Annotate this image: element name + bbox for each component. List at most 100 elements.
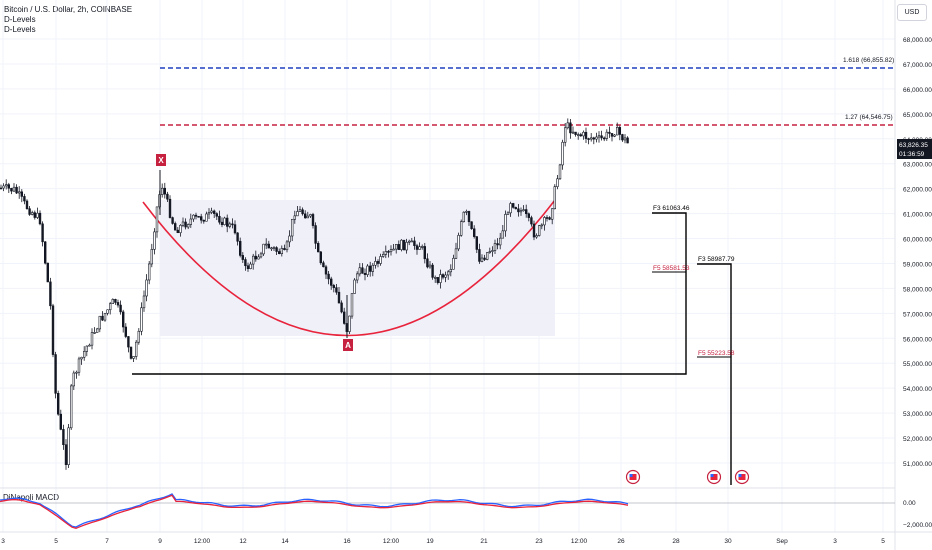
candle-body [239,240,242,256]
candle-body [140,307,143,332]
candle-body [563,127,567,143]
candle-body [454,248,458,259]
candle-body [540,224,544,227]
time-tick-label: 23 [535,538,543,545]
price-tick-label: 66,000.00 [903,87,932,94]
candle-body [176,229,179,234]
f3-label-a: F3 61063.46 [653,205,690,212]
candle-body [220,221,224,226]
candle-body [283,248,286,251]
candle-body [514,207,518,210]
candle-body [532,223,536,238]
candle-body [426,258,429,268]
candle-body [470,221,473,230]
candle-body [488,251,491,253]
candle-body [168,198,172,218]
candle-body [75,371,78,374]
candle-body [582,131,585,137]
candle-body [483,257,486,260]
candle-body [306,215,309,219]
price-tick-label: 60,000.00 [903,237,932,244]
candle-body [207,212,211,215]
candle-body [54,354,57,394]
candle-body [218,215,221,223]
candle-body [462,211,465,222]
price-tick-label: 67,000.00 [903,62,932,69]
candle-body [571,131,575,134]
candle-body [296,211,299,217]
candle-body [353,279,356,294]
candle-body [124,326,128,337]
current-price-label: 63,826.35 [899,142,928,149]
candle-body [103,312,107,321]
time-tick-label: 21 [480,538,488,545]
candle-body [127,336,130,348]
candle-body [496,243,499,246]
candle-body [88,344,91,347]
candle-body [93,332,96,334]
candle-body [597,135,601,138]
candle-body [311,214,315,226]
candle-body [587,138,590,140]
indicator-d-levels-2[interactable]: D-Levels [4,25,36,34]
candle-body [340,302,343,313]
candle-body [363,273,367,275]
candle-body [595,136,598,140]
symbol-title[interactable]: Bitcoin / U.S. Dollar, 2h, COINBASE [4,5,133,14]
currency-button[interactable]: USD [897,4,927,21]
time-tick-label: Sep [776,538,788,545]
candle-body [275,247,278,252]
candle-body [379,256,382,264]
candle-body [288,235,291,243]
point-a-label: A [345,341,351,350]
candle-body [615,127,619,136]
candle-body [67,427,70,465]
price-tick-label: 57,000.00 [903,311,932,318]
candle-body [439,274,442,283]
fib-127-label: 1.27 (64,546.75) [845,114,893,121]
f5-label-b: F5 55223.58 [698,350,735,357]
indicator-d-levels-1[interactable]: D-Levels [4,15,36,24]
time-tick-label: 12:00 [194,538,211,545]
candle-body [537,225,541,236]
time-tick-label: 26 [617,538,625,545]
candle-body [23,196,26,202]
candle-body [43,241,47,264]
candle-body [244,259,247,267]
candle-body [465,211,468,213]
candle-body [80,356,83,360]
candle-body [569,122,572,134]
point-a-marker [343,339,353,351]
candle-body [111,298,115,305]
price-tick-label: 68,000.00 [903,37,932,44]
candle-body [335,287,338,293]
candle-body [30,212,34,215]
price-tick-label: 55,000.00 [903,361,932,368]
candle-body [77,358,81,373]
price-tick-label: 52,000.00 [903,436,932,443]
candle-body [561,141,564,166]
candle-body [213,210,216,214]
candle-body [600,135,603,139]
candle-body [101,315,104,321]
candle-body [457,234,460,250]
candle-body [592,137,596,140]
candle-body [394,244,398,250]
candle-body [215,213,218,217]
candle-body [298,209,302,212]
candle-body [579,134,583,137]
candle-body [498,237,502,246]
candle-body [493,243,497,251]
candle-body [161,187,164,195]
price-tick-label: 61,000.00 [903,212,932,219]
candle-body [7,184,11,189]
candle-body [506,212,510,215]
candle-body [543,217,546,226]
macd-label[interactable]: DiNapoli MACD [3,493,60,502]
candle-body [15,186,18,194]
candle-body [509,203,512,214]
candle-body [64,444,68,465]
candle-body [163,187,166,195]
time-tick-label: 7 [105,538,109,545]
